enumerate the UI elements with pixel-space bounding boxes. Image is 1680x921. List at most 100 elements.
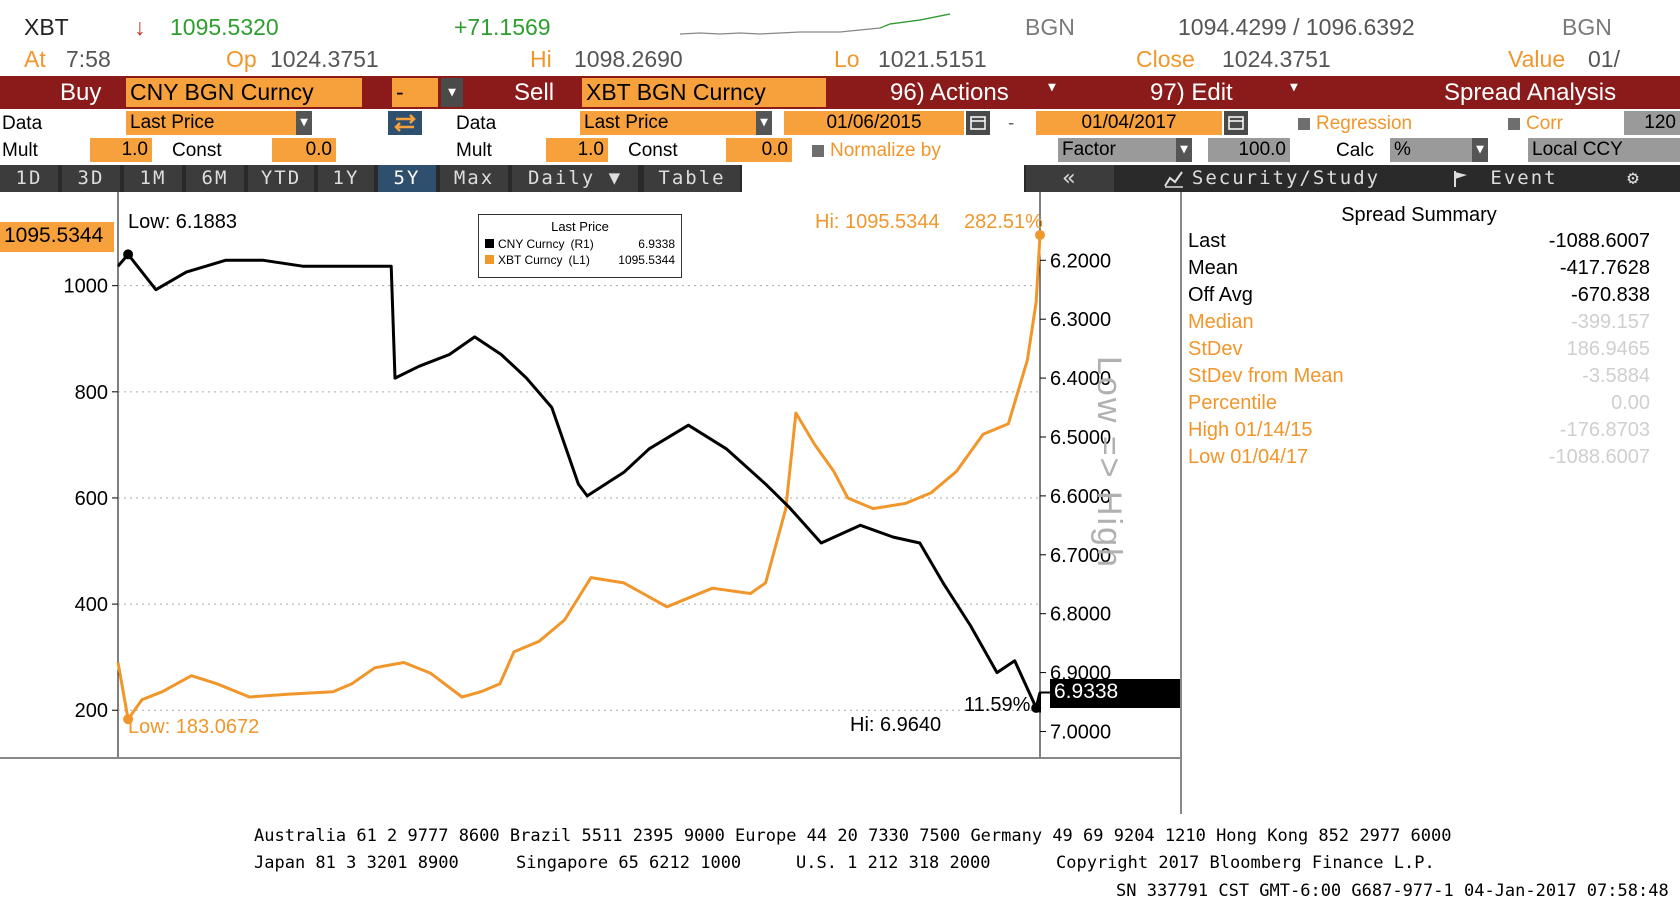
actions-chevron-icon[interactable]: ▼ [1048, 80, 1056, 95]
calc-label: Calc [1336, 140, 1375, 161]
const-field-1[interactable]: 0.0 [272, 138, 336, 162]
sell-security-field[interactable]: XBT BGN Curncy [582, 78, 826, 107]
tab-max[interactable]: Max [440, 165, 508, 192]
regression-label: Regression [1316, 113, 1413, 134]
start-date-field[interactable]: 01/06/2015 [784, 111, 964, 135]
spread-analysis-title: Spread Analysis [1444, 79, 1617, 106]
source-label-2: BGN [1562, 14, 1612, 40]
high-value: 1098.2690 [574, 46, 683, 72]
summary-value: 186.9465 [1566, 338, 1650, 360]
operator-dropdown-icon[interactable]: ▼ [441, 78, 463, 107]
right-tick-label: 6.2000 [1050, 250, 1111, 272]
tab-3d[interactable]: 3D [62, 165, 120, 192]
currency-field[interactable]: Local CCY [1528, 138, 1680, 162]
operator-field[interactable]: - [392, 78, 438, 107]
data-2-dropdown-icon[interactable]: ▼ [756, 111, 772, 135]
actions-menu[interactable]: 96) Actions [890, 79, 1009, 106]
sparkline [680, 13, 951, 35]
date-dash: - [1008, 113, 1015, 134]
tab-6m[interactable]: 6M [186, 165, 244, 192]
right-tick-label: 7.0000 [1050, 721, 1111, 743]
const-field-2[interactable]: 0.0 [726, 138, 792, 162]
xbt-high-marker [1035, 230, 1045, 241]
tab-1y[interactable]: 1Y [318, 165, 374, 192]
factor-value-field[interactable]: 100.0 [1208, 138, 1290, 162]
tab-table[interactable]: Table [644, 165, 740, 192]
summary-row: Mean -417.7628 [1188, 255, 1650, 282]
tab-5y[interactable]: 5Y [378, 165, 436, 192]
normalize-checkbox[interactable] [812, 145, 824, 157]
event-tab[interactable]: Event [1490, 167, 1558, 189]
legend-series-value: 6.9338 [638, 237, 675, 251]
collapse-icon[interactable]: « [1026, 165, 1114, 192]
tab-daily[interactable]: Daily ▼ [512, 165, 638, 192]
last-price: 1095.5320 [170, 14, 279, 40]
calendar-icon-2[interactable] [1224, 111, 1248, 135]
right-tick-label: 6.6000 [1050, 486, 1111, 508]
summary-label: StDev [1188, 338, 1243, 360]
left-tick-label: 200 [75, 700, 108, 722]
gear-icon[interactable]: ⚙ [1627, 167, 1641, 189]
summary-label: Last [1188, 230, 1226, 252]
chart-legend: Last Price CNY Curncy (R1) 6.9338 XBT Curnc… [478, 214, 682, 278]
summary-row: Off Avg -670.838 [1188, 282, 1650, 309]
legend-series-axis: (R1) [570, 237, 594, 251]
net-change: +71.1569 [454, 14, 551, 40]
cny-last-tag [1050, 679, 1180, 708]
cny-low-marker [123, 249, 134, 260]
data-field-1[interactable]: Last Price [126, 111, 312, 135]
mult-field-2[interactable]: 1.0 [546, 138, 608, 162]
summary-value: -417.7628 [1559, 257, 1650, 279]
mult-label-1: Mult [2, 140, 38, 161]
summary-value: -1088.6007 [1548, 230, 1650, 252]
legend-series-axis: (L1) [568, 253, 590, 267]
edit-menu[interactable]: 97) Edit [1150, 79, 1233, 106]
end-date-field[interactable]: 01/04/2017 [1036, 111, 1222, 135]
regression-checkbox[interactable] [1298, 118, 1310, 130]
tab-ytd[interactable]: YTD [248, 165, 314, 192]
xbt-last-tag-label: 1095.5344 [4, 224, 104, 247]
tab-1d[interactable]: 1D [0, 165, 58, 192]
summary-row: High 01/14/15 -176.8703 [1188, 417, 1650, 444]
open-value: 1024.3751 [270, 46, 379, 72]
summary-value: -670.838 [1571, 284, 1650, 306]
flag-icon[interactable] [1452, 170, 1470, 192]
mult-field-1[interactable]: 1.0 [90, 138, 152, 162]
data-1-dropdown-icon[interactable]: ▼ [296, 111, 312, 135]
cny-pct: 11.59% [964, 694, 1031, 716]
swap-icon[interactable] [388, 111, 422, 135]
corr-period-field[interactable]: 120 [1624, 111, 1680, 135]
close-value: 1024.3751 [1222, 46, 1331, 72]
normalize-label: Normalize by [830, 140, 941, 161]
high-label: Hi [530, 46, 552, 72]
security-study-tab[interactable]: Security/Study [1191, 167, 1381, 189]
ticker: XBT [24, 14, 69, 40]
right-tick-label: 6.3000 [1050, 309, 1111, 331]
low-value: 1021.5151 [878, 46, 987, 72]
summary-label: Median [1188, 311, 1254, 333]
buy-security-field[interactable]: CNY BGN Curncy [126, 78, 362, 107]
calendar-icon[interactable] [966, 111, 990, 135]
edit-chevron-icon[interactable]: ▼ [1290, 80, 1298, 95]
low-label: Lo [834, 46, 860, 72]
close-label: Close [1136, 46, 1195, 72]
source-label: BGN [1025, 14, 1075, 40]
chart-study-icon[interactable] [1164, 170, 1184, 192]
open-label: Op [226, 46, 257, 72]
summary-label: Off Avg [1188, 284, 1253, 306]
calc-dropdown-icon[interactable]: ▼ [1472, 138, 1488, 162]
xbt-series-line [116, 234, 1042, 721]
data-field-2[interactable]: Last Price [580, 111, 772, 135]
down-arrow-icon: ↓ [134, 14, 146, 40]
data-label-2: Data [456, 113, 497, 134]
spread-chart[interactable]: 200 400 600 800 1000 6.2000 6.3000 6.4000 6.5000… [0, 192, 1180, 762]
tab-1m[interactable]: 1M [124, 165, 182, 192]
value-value: 01/ [1588, 46, 1620, 72]
calc-field[interactable]: % [1390, 138, 1488, 162]
corr-checkbox[interactable] [1508, 118, 1520, 130]
cny-series-line [116, 252, 1042, 710]
summary-row: Percentile 0.00 [1188, 390, 1650, 417]
factor-dropdown-icon[interactable]: ▼ [1176, 138, 1192, 162]
summary-label: High 01/14/15 [1188, 419, 1313, 441]
factor-field[interactable]: Factor [1058, 138, 1192, 162]
